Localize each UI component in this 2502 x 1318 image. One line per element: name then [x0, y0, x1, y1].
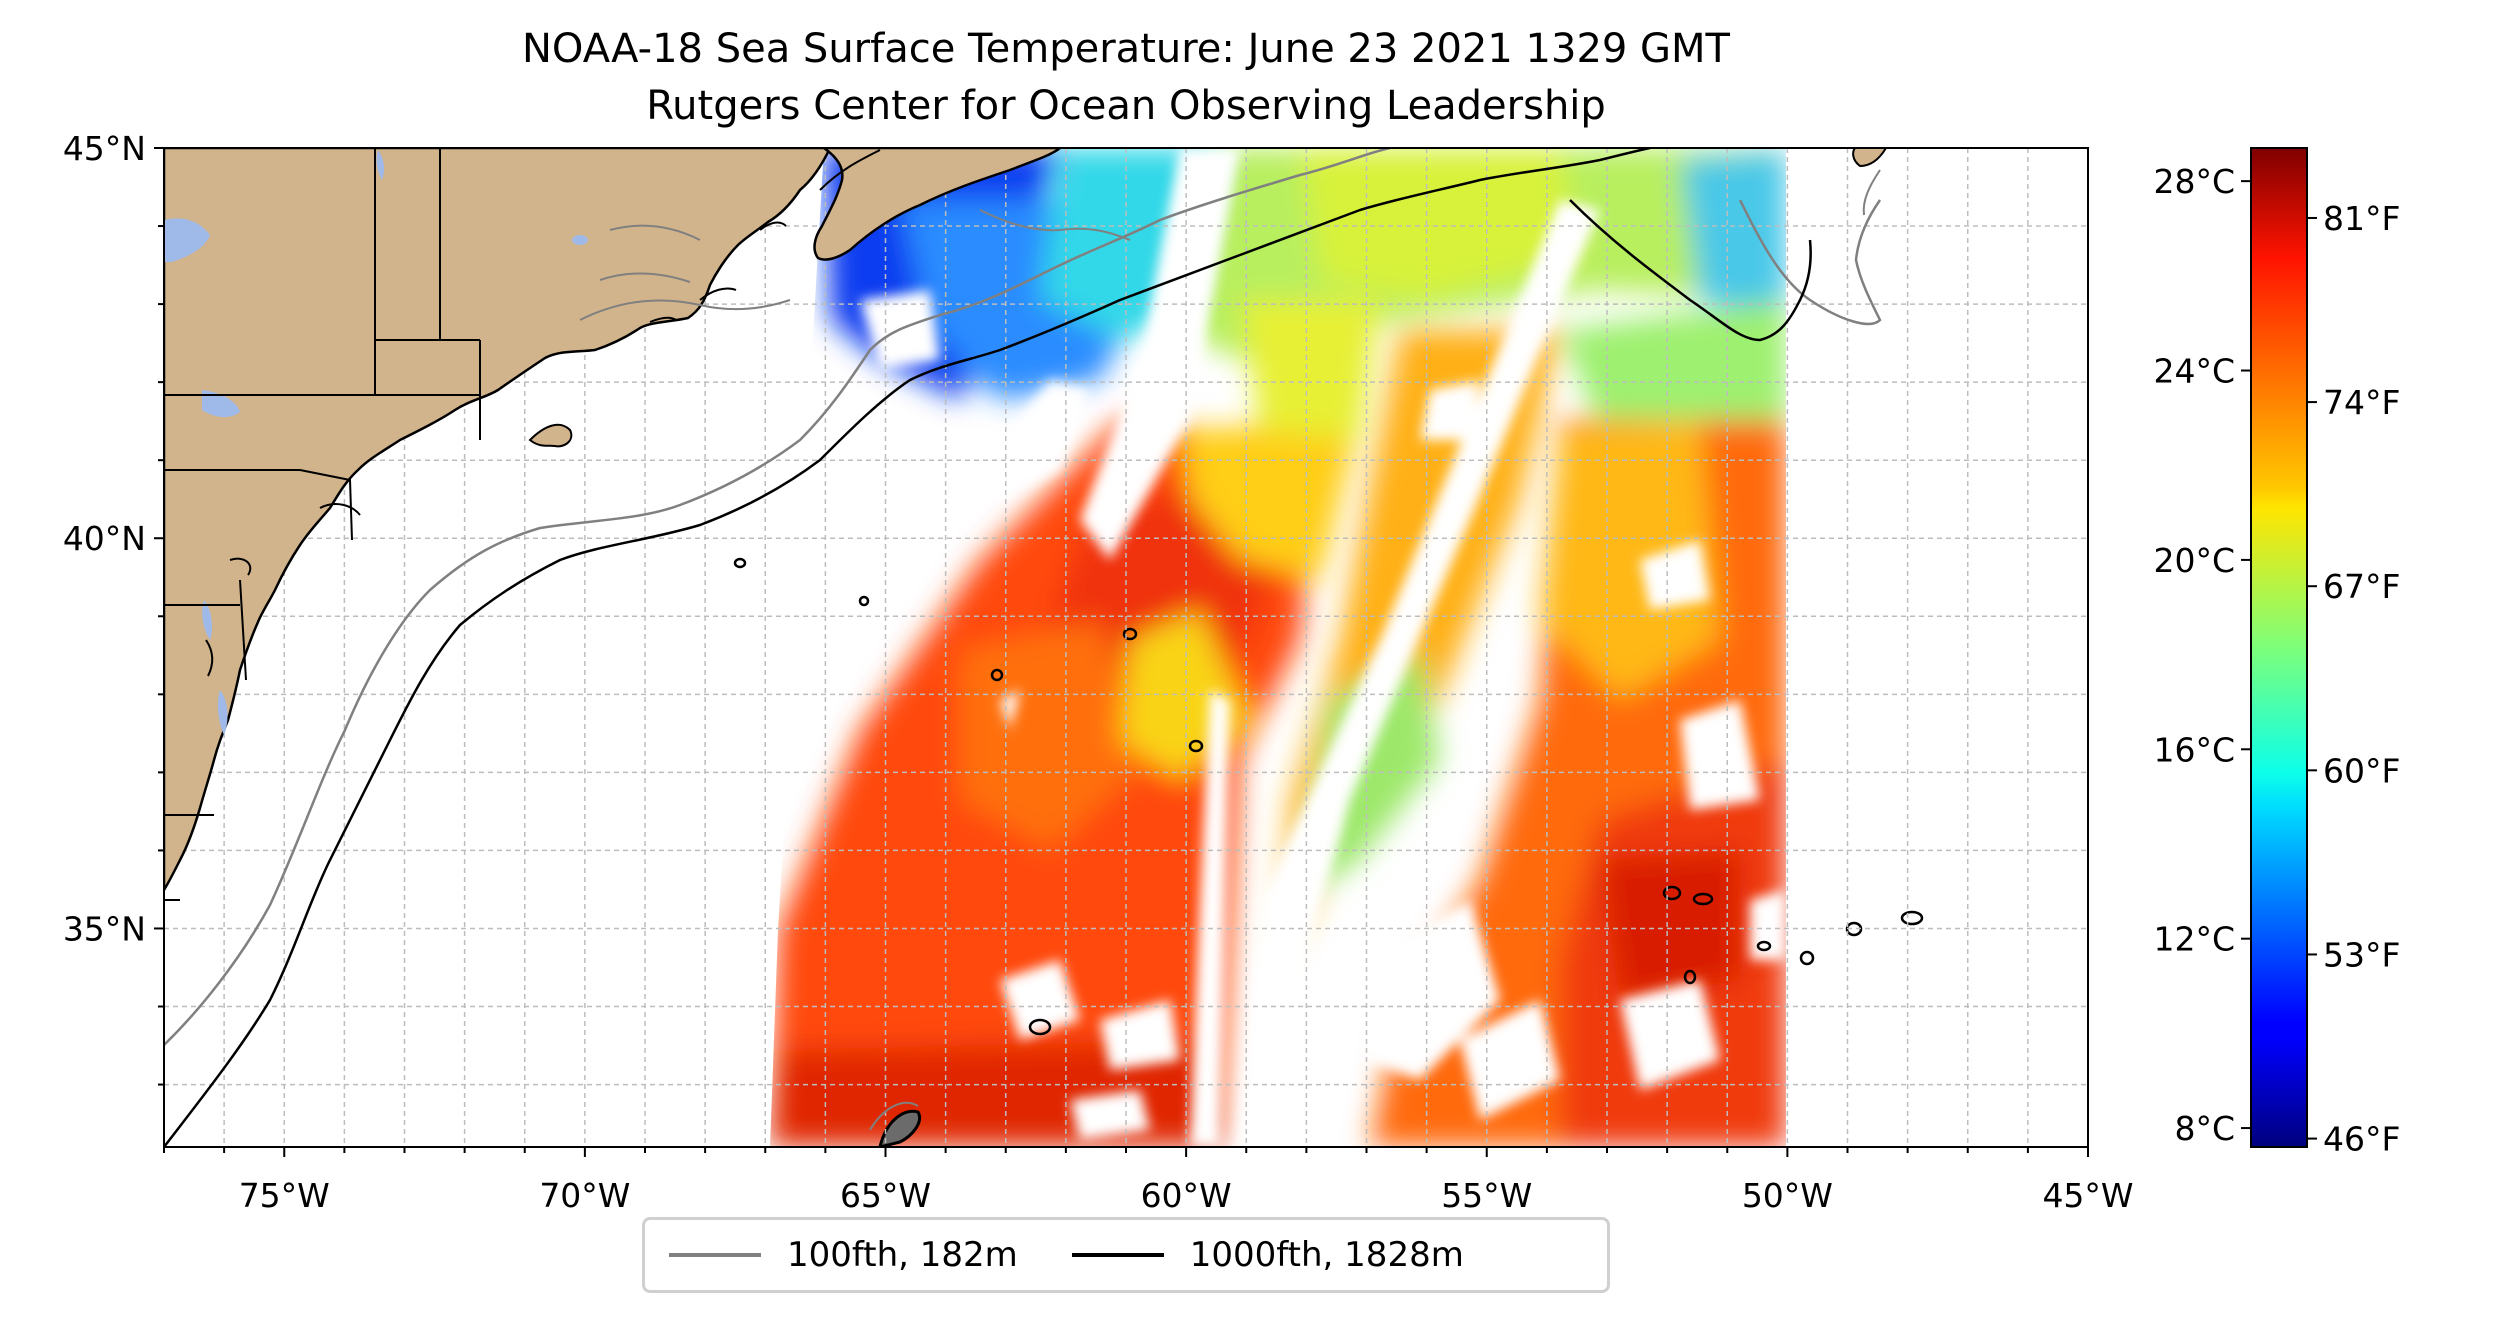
colorbar-fahrenheit-axis: 81°F 74°F 67°F 60°F 53°F 46°F — [2307, 199, 2400, 1159]
legend-swatch-1000fth — [1071, 1253, 1164, 1257]
lon-tick-label: 70°W — [539, 1176, 630, 1215]
lon-tick-label: 45°W — [2042, 1176, 2133, 1215]
fahrenheit-tick-label: 67°F — [2323, 567, 2400, 606]
lon-tick-label: 65°W — [840, 1176, 931, 1215]
celsius-tick-label: 20°C — [2153, 541, 2235, 580]
celsius-tick-label: 8°C — [2174, 1109, 2235, 1148]
colorbar-celsius-axis: 28°C 24°C 20°C 16°C 12°C 8°C — [2153, 162, 2251, 1148]
lon-tick-label: 55°W — [1441, 1176, 1532, 1215]
lat-tick-label: 40°N — [63, 519, 146, 558]
coastline-land — [164, 148, 1888, 901]
fahrenheit-tick-label: 60°F — [2323, 751, 2400, 790]
map-title-line-2: Rutgers Center for Ocean Observing Leade… — [646, 83, 1606, 129]
fahrenheit-tick-label: 81°F — [2323, 199, 2400, 238]
lon-tick-label: 60°W — [1141, 1176, 1232, 1215]
legend-entry-1000fth: 1000fth, 1828m — [1071, 1235, 1464, 1275]
longitude-axis: 75°W 70°W 65°W 60°W 55°W 50°W 45°W — [163, 1147, 2134, 1215]
legend-entry-100fth: 100fth, 182m — [669, 1235, 1018, 1275]
celsius-tick-label: 28°C — [2153, 162, 2235, 201]
lon-tick-label: 50°W — [1742, 1176, 1833, 1215]
legend-label-100fth: 100fth, 182m — [787, 1235, 1018, 1275]
legend-label-1000fth: 1000fth, 1828m — [1189, 1235, 1464, 1275]
celsius-tick-label: 12°C — [2153, 920, 2235, 959]
lat-tick-label: 35°N — [63, 909, 146, 948]
fahrenheit-tick-label: 74°F — [2323, 383, 2400, 422]
lat-tick-label: 45°N — [63, 129, 146, 168]
legend-swatch-100fth — [669, 1253, 761, 1257]
colorbar — [2250, 147, 2308, 1148]
map-title-line-1: NOAA-18 Sea Surface Temperature: June 23… — [521, 26, 1730, 72]
fahrenheit-tick-label: 53°F — [2323, 935, 2400, 974]
legend: 100fth, 182m 1000fth, 1828m — [642, 1217, 1610, 1293]
bathymetry-contours — [164, 148, 1882, 1147]
latitude-axis: 45°N 40°N 35°N — [63, 129, 164, 1086]
celsius-tick-label: 16°C — [2153, 730, 2235, 769]
lon-tick-label: 75°W — [239, 1176, 330, 1215]
celsius-tick-label: 24°C — [2153, 352, 2235, 391]
fahrenheit-tick-label: 46°F — [2323, 1120, 2400, 1159]
